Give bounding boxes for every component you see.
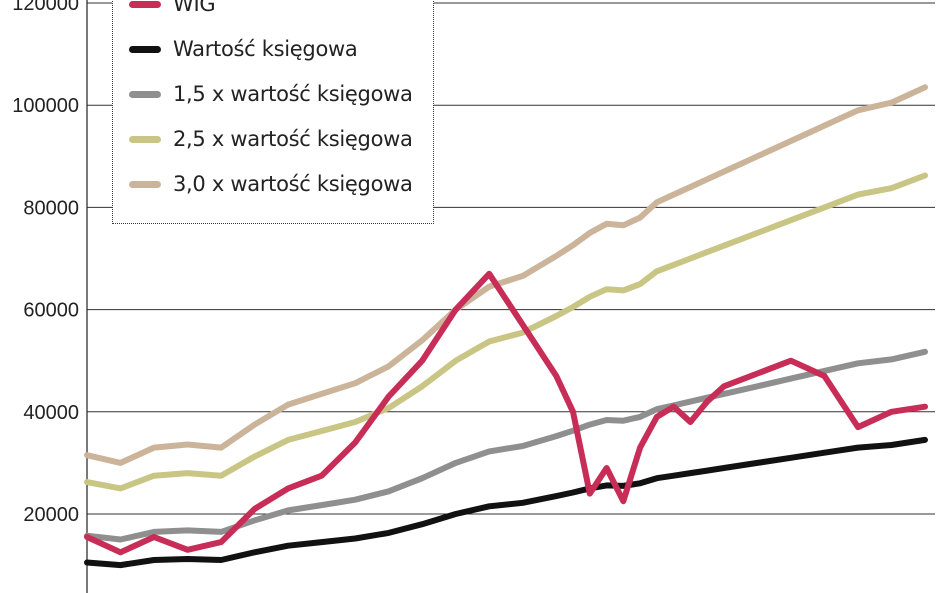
y-tick-label-40000: 40000 xyxy=(23,402,79,424)
legend-label-1-5x: 1,5 x wartość księgowa xyxy=(173,82,413,106)
series-line-3 xyxy=(84,172,928,492)
legend-swatch-2-5x xyxy=(129,135,161,143)
legend-item-book-value: Wartość księgowa xyxy=(129,34,358,64)
legend-label-3-0x: 3,0 x wartość księgowa xyxy=(173,172,413,196)
y-tick-label-80000: 80000 xyxy=(23,197,79,219)
legend-item-2-5x: 2,5 x wartość księgowa xyxy=(129,124,413,154)
legend-item-wig: WIG xyxy=(129,0,216,19)
y-tick-labels: 20000 40000 60000 80000 100000 120000 xyxy=(12,0,79,526)
legend-label-wig: WIG xyxy=(173,0,216,16)
y-tick-label-100000: 100000 xyxy=(12,95,79,117)
series-line-0 xyxy=(84,270,928,556)
legend-label-2-5x: 2,5 x wartość księgowa xyxy=(173,127,413,151)
series-line-1 xyxy=(84,436,928,569)
legend: WIG Wartość księgowa 1,5 x wartość księg… xyxy=(112,0,434,224)
y-tick-label-20000: 20000 xyxy=(23,504,79,526)
legend-swatch-3-0x xyxy=(129,180,161,188)
series-line-4 xyxy=(84,84,928,466)
legend-swatch-wig xyxy=(129,0,161,8)
legend-label-book-value: Wartość księgowa xyxy=(173,37,358,61)
legend-item-3-0x: 3,0 x wartość księgowa xyxy=(129,169,413,199)
legend-item-1-5x: 1,5 x wartość księgowa xyxy=(129,79,413,109)
series-layer xyxy=(84,84,928,569)
legend-swatch-book-value xyxy=(129,45,161,53)
y-tick-label-120000: 120000 xyxy=(12,0,79,15)
series-line-2 xyxy=(84,348,928,543)
y-tick-label-60000: 60000 xyxy=(23,300,79,322)
legend-swatch-1-5x xyxy=(129,90,161,98)
